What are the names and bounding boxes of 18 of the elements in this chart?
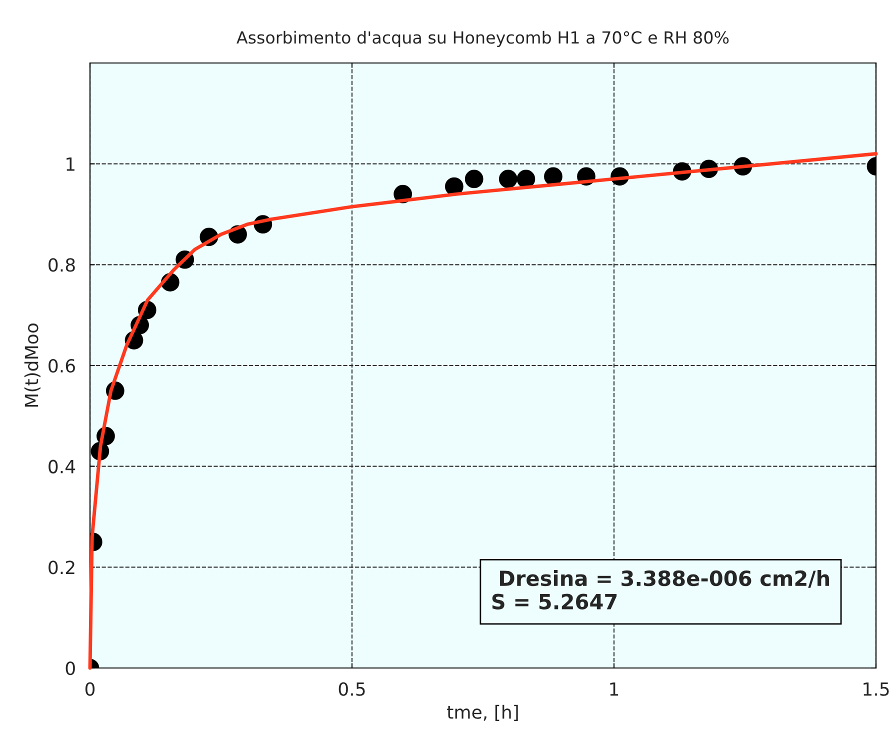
y-tick-label: 0.8 [48, 258, 75, 272]
point [544, 167, 562, 186]
annotation: Dresina = 3.388e-006 cm2/h S = 5.2647 [492, 570, 829, 610]
x-tick-label: 0 [85, 682, 95, 696]
x-tick-label: 1.5 [864, 682, 889, 696]
y-tick-label: 1 [66, 158, 74, 171]
x-axis-title: tme, [h] [447, 704, 518, 722]
point [464, 170, 484, 188]
y-tick-label: 0.6 [48, 358, 75, 373]
point [498, 170, 518, 188]
chart-title: Assorbimento d'acqua su Honeycomb H1 a 70°C e RH 80% [236, 30, 729, 48]
y-axis-title: M(t)dMoo [24, 324, 40, 407]
y-tick-label: 0.2 [48, 560, 74, 574]
y-tick-label: 0.4 [48, 460, 76, 474]
x-tick-label: 1 [610, 682, 618, 696]
y-tick-label: 0 [66, 661, 75, 676]
x-tick-label: 0.5 [338, 682, 365, 696]
point [516, 170, 536, 188]
